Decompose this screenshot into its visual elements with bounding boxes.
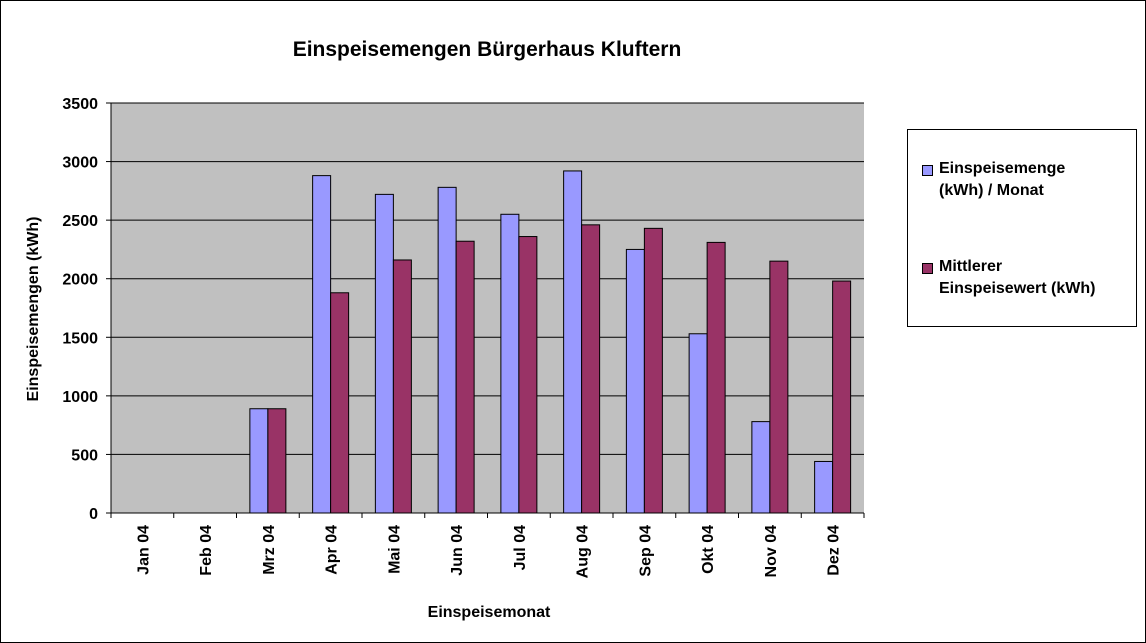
legend-label-line: Einspeisewert (kWh) bbox=[939, 280, 1096, 297]
bar-mittlerer-nov-04 bbox=[769, 260, 789, 514]
y-tick-label: 0 bbox=[89, 506, 98, 523]
bar-einspeisemenge-jun-04 bbox=[437, 186, 457, 514]
bar-einspeisemenge-nov-04 bbox=[751, 421, 771, 514]
axes-group bbox=[106, 102, 865, 518]
bar-einspeisemenge-sep-04 bbox=[625, 248, 645, 514]
bar-einspeisemenge-mrz-04 bbox=[249, 408, 269, 514]
y-tick-label: 500 bbox=[71, 447, 98, 464]
legend: Einspeisemenge (kWh) / Monat Mittlerer E… bbox=[907, 129, 1137, 327]
bar-mittlerer-okt-04 bbox=[706, 241, 726, 514]
x-tick-labels: Jan 04 Feb 04 Mrz 04 Apr 04 Mai 04 Jun 04 Jul … bbox=[135, 525, 842, 578]
chart-title: Einspeisemengen Bürgerhaus Kluftern bbox=[293, 38, 682, 61]
legend-label-line: (kWh) / Monat bbox=[939, 182, 1044, 199]
legend-label-mittlerer: Mittlerer Einspeisewert (kWh) bbox=[939, 256, 1139, 300]
grid-lines bbox=[111, 102, 864, 455]
x-tick-label: Jul 04 bbox=[512, 525, 529, 570]
x-tick-label: Jun 04 bbox=[449, 525, 466, 576]
bar-einspeisemenge-aug-04 bbox=[563, 170, 583, 514]
bar-mittlerer-dez-04 bbox=[832, 280, 852, 514]
x-tick-label: Feb 04 bbox=[198, 525, 215, 576]
bar-mittlerer-aug-04 bbox=[581, 224, 601, 514]
bars-group bbox=[249, 170, 852, 514]
legend-swatch-einspeisemenge bbox=[922, 165, 933, 176]
bar-einspeisemenge-apr-04 bbox=[312, 175, 332, 514]
y-tick-label: 1500 bbox=[62, 330, 98, 347]
x-tick-label: Jan 04 bbox=[135, 525, 152, 575]
y-tick-label: 3500 bbox=[62, 96, 98, 113]
x-tick-label: Dez 04 bbox=[826, 525, 843, 576]
bar-mittlerer-apr-04 bbox=[330, 292, 350, 514]
bar-mittlerer-sep-04 bbox=[643, 227, 663, 514]
x-tick-label: Apr 04 bbox=[324, 525, 341, 575]
x-tick-label: Mrz 04 bbox=[261, 525, 278, 575]
x-tick-label: Mai 04 bbox=[386, 525, 403, 574]
legend-label-einspeisemenge: Einspeisemenge (kWh) / Monat bbox=[939, 158, 1139, 202]
plot-area bbox=[111, 103, 864, 513]
y-tick-label: 2000 bbox=[62, 272, 98, 289]
bar-mittlerer-jul-04 bbox=[518, 236, 538, 514]
x-tick-label: Aug 04 bbox=[575, 525, 592, 578]
legend-swatch-mittlerer bbox=[922, 263, 933, 274]
legend-label-line: Mittlerer bbox=[939, 258, 1003, 275]
y-tick-labels: 0 500 1000 1500 2000 2500 3000 3500 bbox=[62, 96, 98, 523]
bar-einspeisemenge-dez-04 bbox=[814, 460, 834, 514]
y-axis-label: Einspeisemengen (kWh) bbox=[25, 217, 42, 402]
x-tick-label: Nov 04 bbox=[763, 525, 780, 578]
legend-label-line: Einspeisemenge bbox=[939, 160, 1066, 177]
x-axis-label: Einspeisemonat bbox=[428, 604, 551, 621]
bar-einspeisemenge-jul-04 bbox=[500, 213, 520, 514]
bar-mittlerer-jun-04 bbox=[455, 240, 475, 514]
x-tick-label: Sep 04 bbox=[637, 525, 654, 577]
bar-einspeisemenge-okt-04 bbox=[688, 333, 708, 514]
y-tick-label: 1000 bbox=[62, 389, 98, 406]
y-tick-label: 3000 bbox=[62, 155, 98, 172]
y-tick-label: 2500 bbox=[62, 213, 98, 230]
bar-einspeisemenge-mai-04 bbox=[374, 193, 394, 514]
x-tick-label: Okt 04 bbox=[700, 525, 717, 574]
bar-mittlerer-mai-04 bbox=[392, 259, 412, 514]
bar-mittlerer-mrz-04 bbox=[267, 408, 287, 514]
